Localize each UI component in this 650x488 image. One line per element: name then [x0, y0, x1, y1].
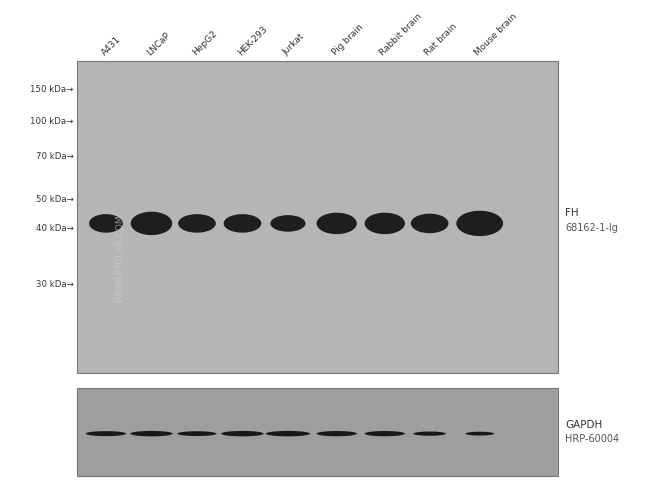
Text: HRP-60004: HRP-60004: [566, 433, 619, 444]
Ellipse shape: [131, 431, 173, 436]
Text: Rabbit brain: Rabbit brain: [378, 12, 424, 57]
Ellipse shape: [221, 431, 264, 436]
Text: WWW.PTGLAB.COM: WWW.PTGLAB.COM: [116, 215, 125, 303]
Ellipse shape: [86, 431, 126, 436]
Ellipse shape: [89, 214, 123, 233]
Ellipse shape: [178, 214, 216, 233]
Ellipse shape: [413, 431, 446, 436]
Text: 50 kDa→: 50 kDa→: [36, 196, 73, 204]
Text: HepG2: HepG2: [190, 29, 218, 57]
Ellipse shape: [411, 214, 448, 233]
Ellipse shape: [270, 215, 306, 232]
Text: A431: A431: [99, 34, 122, 57]
Ellipse shape: [465, 432, 494, 435]
Ellipse shape: [266, 431, 310, 436]
Ellipse shape: [365, 431, 405, 436]
Text: Jurkat: Jurkat: [281, 32, 307, 57]
Text: 68162-1-Ig: 68162-1-Ig: [566, 224, 618, 233]
Text: 70 kDa→: 70 kDa→: [36, 152, 73, 161]
Ellipse shape: [317, 431, 357, 436]
Ellipse shape: [177, 431, 216, 436]
Ellipse shape: [456, 211, 503, 236]
Text: 40 kDa→: 40 kDa→: [36, 224, 73, 233]
FancyBboxPatch shape: [77, 388, 558, 476]
Text: 150 kDa→: 150 kDa→: [30, 84, 73, 94]
Text: LNCaP: LNCaP: [145, 30, 172, 57]
Ellipse shape: [131, 212, 172, 235]
Ellipse shape: [317, 213, 357, 234]
FancyBboxPatch shape: [77, 61, 558, 373]
Text: FH: FH: [566, 208, 579, 218]
Ellipse shape: [224, 214, 261, 233]
Text: GAPDH: GAPDH: [566, 420, 603, 430]
Text: Rat brain: Rat brain: [423, 21, 459, 57]
Text: HEK-293: HEK-293: [236, 24, 269, 57]
Ellipse shape: [365, 213, 405, 234]
Text: 100 kDa→: 100 kDa→: [30, 118, 73, 126]
Text: Mouse brain: Mouse brain: [473, 12, 519, 57]
Text: 30 kDa→: 30 kDa→: [36, 280, 73, 289]
Text: Pig brain: Pig brain: [330, 22, 365, 57]
